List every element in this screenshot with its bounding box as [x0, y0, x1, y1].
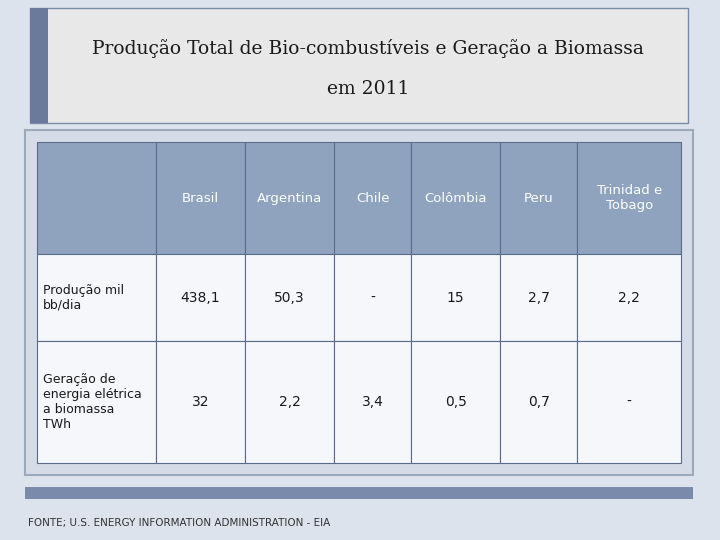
FancyBboxPatch shape: [245, 254, 334, 341]
Text: Peru: Peru: [524, 192, 554, 205]
Text: Produção mil
bb/dia: Produção mil bb/dia: [43, 284, 124, 312]
Text: FONTE; U.S. ENERGY INFORMATION ADMINISTRATION - EIA: FONTE; U.S. ENERGY INFORMATION ADMINISTR…: [28, 518, 330, 528]
FancyBboxPatch shape: [334, 142, 411, 254]
FancyBboxPatch shape: [334, 341, 411, 463]
FancyBboxPatch shape: [411, 341, 500, 463]
Text: em 2011: em 2011: [327, 79, 409, 98]
FancyBboxPatch shape: [245, 341, 334, 463]
FancyBboxPatch shape: [334, 254, 411, 341]
FancyBboxPatch shape: [37, 254, 156, 341]
Text: 32: 32: [192, 395, 210, 409]
Text: Chile: Chile: [356, 192, 390, 205]
Text: 3,4: 3,4: [361, 395, 384, 409]
Text: Argentina: Argentina: [257, 192, 322, 205]
FancyBboxPatch shape: [500, 142, 577, 254]
FancyBboxPatch shape: [37, 142, 156, 254]
FancyBboxPatch shape: [156, 142, 245, 254]
FancyBboxPatch shape: [577, 254, 681, 341]
FancyBboxPatch shape: [25, 487, 693, 499]
FancyBboxPatch shape: [30, 8, 688, 123]
Text: Colômbia: Colômbia: [424, 192, 487, 205]
Text: 438,1: 438,1: [181, 291, 220, 305]
FancyBboxPatch shape: [577, 341, 681, 463]
Text: -: -: [626, 395, 631, 409]
Text: Produção Total de Bio-combustíveis e Geração a Biomassa: Produção Total de Bio-combustíveis e Ger…: [92, 39, 644, 58]
FancyBboxPatch shape: [500, 341, 577, 463]
FancyBboxPatch shape: [37, 341, 156, 463]
Text: 2,7: 2,7: [528, 291, 549, 305]
FancyBboxPatch shape: [411, 254, 500, 341]
Text: Brasil: Brasil: [182, 192, 219, 205]
Text: 2,2: 2,2: [279, 395, 300, 409]
Text: 2,2: 2,2: [618, 291, 640, 305]
FancyBboxPatch shape: [25, 130, 693, 475]
FancyBboxPatch shape: [245, 142, 334, 254]
Text: Trinidad e
Tobago: Trinidad e Tobago: [597, 184, 662, 212]
FancyBboxPatch shape: [156, 341, 245, 463]
FancyBboxPatch shape: [411, 142, 500, 254]
FancyBboxPatch shape: [500, 254, 577, 341]
Text: 15: 15: [447, 291, 464, 305]
Text: 0,7: 0,7: [528, 395, 549, 409]
Text: Geração de
energia elétrica
a biomassa
TWh: Geração de energia elétrica a biomassa T…: [43, 373, 142, 431]
Text: 50,3: 50,3: [274, 291, 305, 305]
Text: 0,5: 0,5: [445, 395, 467, 409]
FancyBboxPatch shape: [30, 8, 48, 123]
FancyBboxPatch shape: [156, 254, 245, 341]
Text: -: -: [370, 291, 375, 305]
FancyBboxPatch shape: [577, 142, 681, 254]
